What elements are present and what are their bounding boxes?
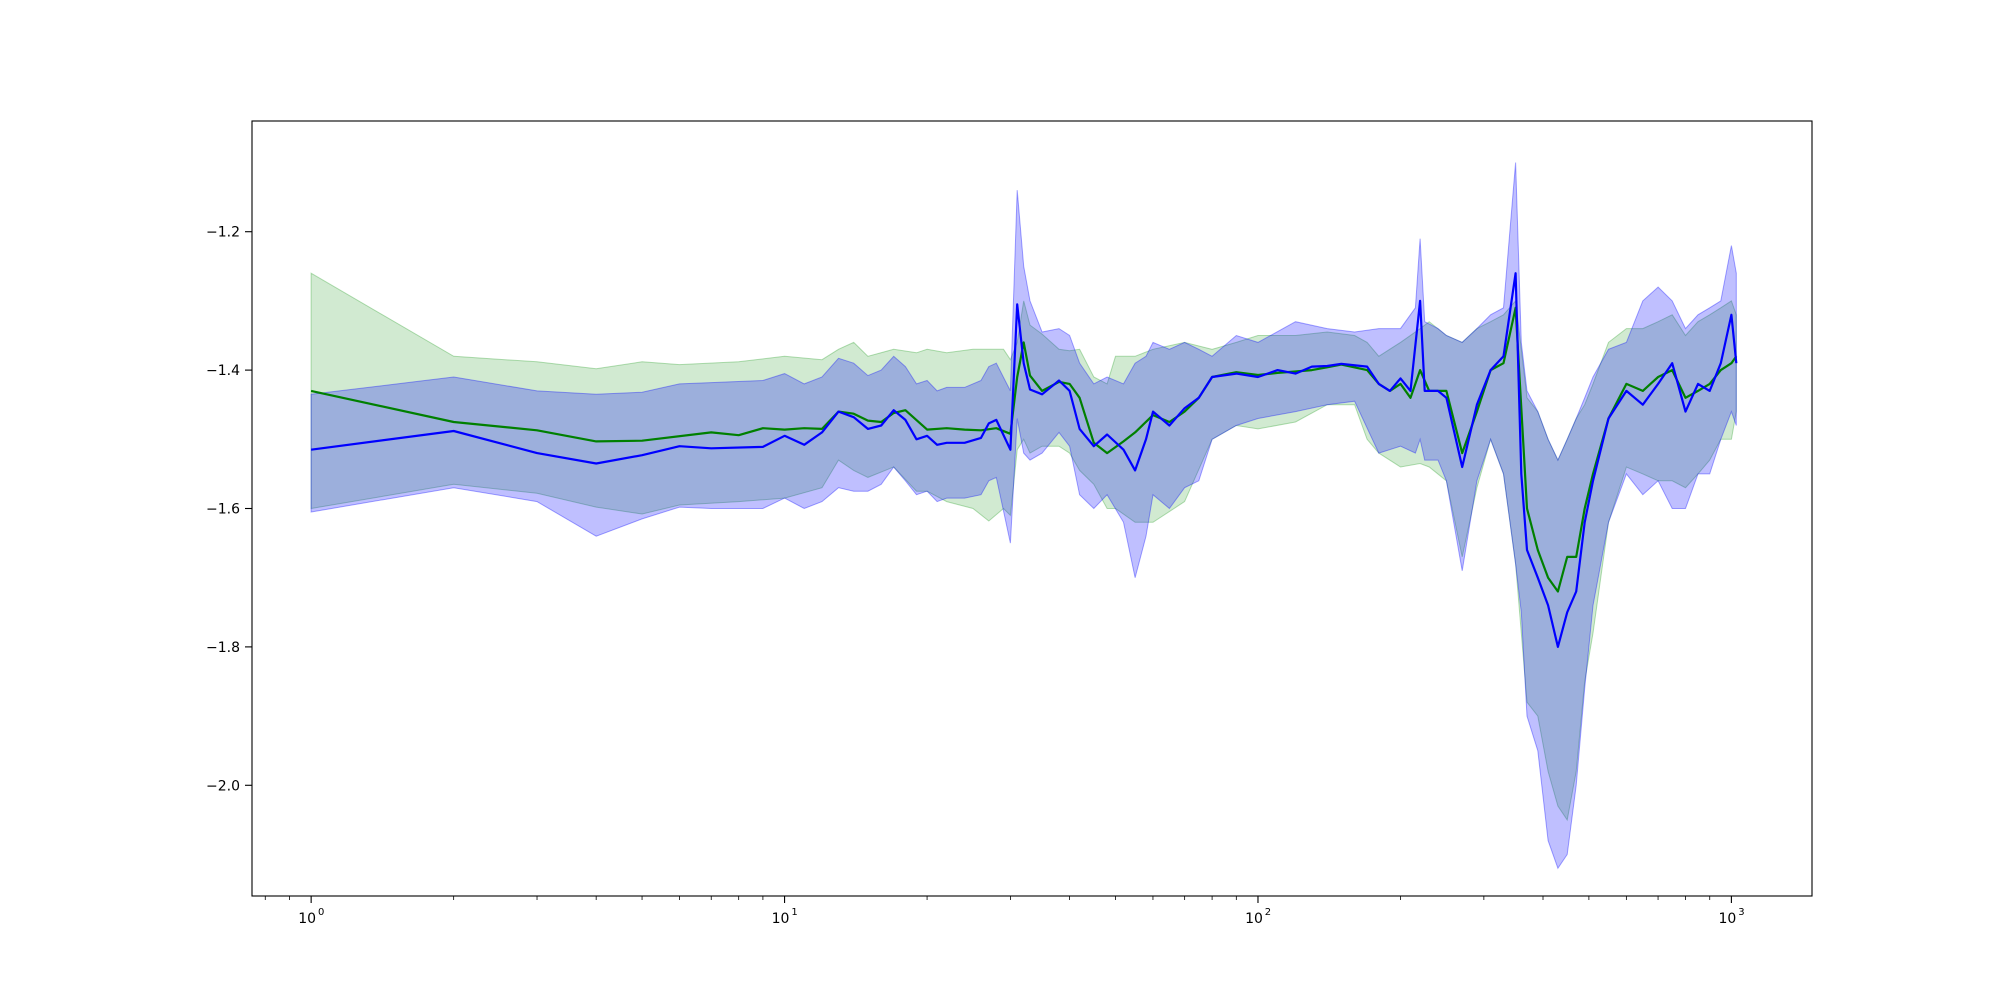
series-1-band xyxy=(310,272,1737,822)
series-2-band xyxy=(310,162,1737,870)
x-tick-exponent: 0 xyxy=(318,907,324,918)
y-axis-ticks: −1.2 −1.4 −1.6 −1.8 −2.0 xyxy=(206,225,252,794)
x-tick-exponent: 3 xyxy=(1738,907,1744,918)
x-tick-label: 10 xyxy=(772,911,790,927)
y-tick-label: −1.2 xyxy=(206,225,240,241)
x-tick-label: 10 xyxy=(1245,911,1263,927)
x-tick-label: 10 xyxy=(298,911,316,927)
x-tick-exponent: 1 xyxy=(791,907,797,918)
y-tick-label: −1.4 xyxy=(206,363,240,379)
series-2-line xyxy=(310,272,1738,649)
series-lines xyxy=(310,272,1738,649)
x-axis-ticks: 10 0 10 1 10 2 10 3 xyxy=(264,896,1745,927)
y-tick-label: −2.0 xyxy=(206,778,240,794)
y-tick-label: −1.6 xyxy=(206,502,240,518)
x-tick-exponent: 2 xyxy=(1265,907,1271,918)
x-tick-label: 10 xyxy=(1718,911,1736,927)
y-tick-label: −1.8 xyxy=(206,640,240,656)
confidence-bands xyxy=(310,162,1737,870)
